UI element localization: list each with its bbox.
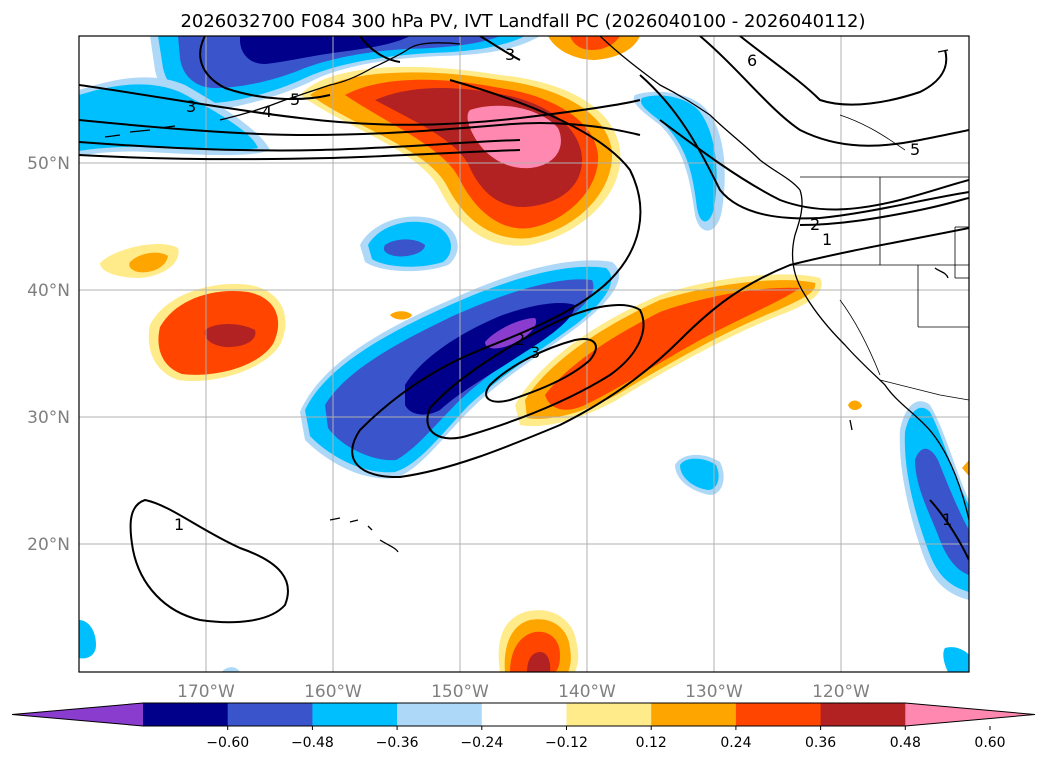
neg-baja-blue (915, 448, 969, 575)
neg-band-purple (485, 318, 537, 349)
anomaly-tiny-3 (962, 460, 969, 476)
colorbar-segment (735, 703, 822, 726)
contour-label: 3 (186, 97, 196, 116)
neg-bottom-right (943, 647, 969, 672)
contour-label: 1 (822, 230, 832, 249)
colorbar-segment (227, 703, 313, 726)
y-tick-label: 20°N (27, 535, 70, 555)
neg-bottom-tiny (222, 667, 240, 672)
contour-top-right (479, 36, 521, 61)
colorbar: −0.60 −0.48 −0.36 −0.24 −0.12 0.12 0.24 0.36 0.4… (11, 702, 1036, 751)
neg-top-navy (240, 36, 410, 64)
neg-left-cyan-inner (79, 84, 258, 151)
x-tick-label: 120°W (812, 682, 870, 702)
contour-upper-3 (79, 139, 521, 152)
contour-loop-west (129, 498, 289, 624)
anomaly-top-red (570, 36, 620, 50)
colorbar-segments (11, 702, 1036, 727)
anomaly-small-west-orange (129, 252, 168, 273)
colorbar-segment (481, 703, 567, 726)
coastlines (104, 36, 969, 553)
contour-inner-ring (426, 304, 645, 440)
x-tick-labels: 170°W 160°W 150°W 140°W 130°W 120°W (177, 682, 870, 702)
colorbar-tick-label: 0.12 (636, 735, 667, 751)
contour-east-4 (739, 36, 948, 106)
map-panel: 3 3 5 4 5 6 2 1 2 3 1 1 (78, 35, 970, 673)
anomaly-bottom-darkred (527, 652, 551, 672)
colorbar-extend-max (905, 703, 1035, 726)
contour-label: 3 (530, 343, 540, 362)
x-tick-label: 160°W (304, 682, 362, 702)
colorbar-tick-label: −0.24 (460, 735, 503, 751)
contour-baja (929, 499, 969, 561)
neg-small-east-cyan (680, 458, 719, 490)
colorbar-tick-label: −0.60 (206, 735, 249, 751)
y-tick-label: 30°N (27, 408, 70, 428)
colorbar-tick-label: −0.12 (545, 735, 588, 751)
y-tick-labels: 50°N 40°N 30°N 20°N (27, 154, 70, 555)
contour-east-3 (639, 74, 969, 220)
contour-east-5 (799, 197, 969, 226)
x-tick-label: 130°W (685, 682, 743, 702)
anomaly-west-darkred (204, 324, 256, 348)
ivt-contours (79, 36, 969, 624)
anomaly-subtropical-red (545, 287, 800, 410)
gridlines (79, 36, 969, 672)
colorbar-segment (397, 703, 483, 726)
anomaly-tiny-1 (390, 311, 412, 320)
colorbar-tick-label: 0.48 (890, 735, 921, 751)
colorbar-segment (651, 703, 737, 726)
contour-big-arc (351, 79, 969, 479)
colorbar-tick-label: −0.48 (291, 735, 334, 751)
colorbar-tick-label: −0.36 (376, 735, 419, 751)
colorbar-segment (566, 703, 652, 726)
contour-east-1 (659, 119, 969, 211)
contour-upper-2 (79, 119, 641, 137)
colorbar-outline (11, 702, 1036, 727)
contour-upper-4 (79, 149, 521, 161)
anomaly-tiny-2 (848, 400, 862, 411)
neg-coast-cyan-inner (640, 95, 717, 222)
contour-label: 5 (290, 90, 300, 109)
contour-label: 2 (810, 215, 820, 234)
contour-top-mid (359, 36, 401, 63)
contour-label: 4 (262, 102, 272, 121)
contour-labels: 3 3 5 4 5 6 2 1 2 3 1 1 (174, 45, 952, 534)
neg-bottom-left (79, 620, 96, 659)
borders (790, 114, 969, 401)
y-tick-label: 50°N (27, 154, 70, 174)
map-frame (78, 35, 970, 673)
colorbar-tick-label: 0.36 (805, 735, 836, 751)
contour-label: 1 (942, 510, 952, 529)
x-tick-label: 170°W (177, 682, 235, 702)
contour-innermost (485, 338, 597, 403)
colorbar-segment (820, 703, 906, 726)
colorbar-tick-label: 0.24 (720, 735, 751, 751)
contour-label: 6 (747, 51, 757, 70)
colorbar-tick-label: 0.60 (974, 735, 1005, 751)
x-tick-label: 140°W (558, 682, 616, 702)
contour-label: 2 (515, 330, 525, 349)
colorbar-segment (143, 703, 229, 726)
neg-small-mid-blue (383, 239, 425, 257)
contour-label: 3 (505, 45, 515, 64)
contour-label: 5 (910, 140, 920, 159)
contour-top-left-loop (199, 36, 331, 101)
x-tick-label: 150°W (431, 682, 489, 702)
contour-upper-1 (79, 84, 641, 126)
colorbar-segment (312, 703, 398, 726)
contour-east-2 (699, 36, 969, 147)
contour-label: 1 (174, 515, 184, 534)
colorbar-ticks: −0.60 −0.48 −0.36 −0.24 −0.12 0.12 0.24 0.36 0.4… (206, 726, 1006, 751)
map-title: 2026032700 F084 300 hPa PV, IVT Landfall… (180, 11, 865, 32)
colorbar-extend-min (12, 703, 143, 726)
y-tick-label: 40°N (27, 281, 70, 301)
